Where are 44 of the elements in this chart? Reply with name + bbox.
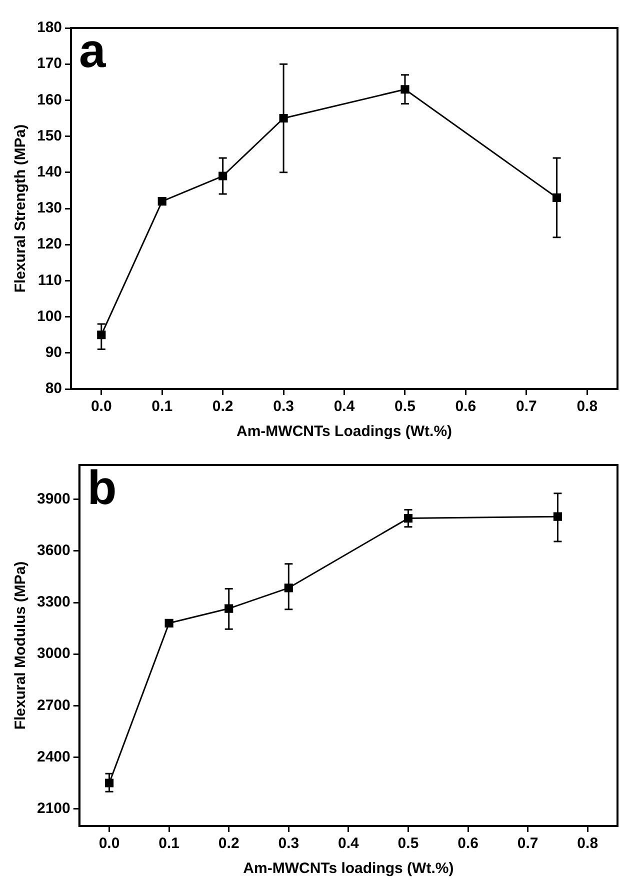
y-tick-label: 90 [45,344,62,362]
x-tick-label: 0.3 [278,835,300,852]
y-tick-label: 160 [36,91,62,108]
x-tick-label: 0.8 [577,835,598,852]
x-tick-label: 0.7 [516,398,537,416]
y-tick-label: 100 [36,308,62,325]
annotation: b [87,462,117,516]
y-tick-label: 130 [36,200,62,217]
x-tick-label: 0.4 [338,835,360,852]
x-axis-title: Am-MWCNTs loadings (Wt.%) [243,860,454,878]
y-axis-title: Flexural Modulus (MPa) [12,561,30,730]
y-tick-label: 3300 [36,594,70,611]
x-tick-label: 0.2 [218,835,240,852]
x-tick-label: 0.1 [158,835,180,852]
x-tick-label: 0.6 [458,835,478,852]
y-tick-label: 110 [38,272,62,289]
y-tick-label: 80 [45,380,62,398]
annotation: a [79,25,106,78]
y-tick-label: 2100 [36,800,70,817]
x-tick-label: 0.3 [273,398,294,416]
point [164,618,174,628]
y-tick-label: 3000 [36,645,70,662]
y-axis-title: Flexural Strength (MPa) [12,124,30,293]
x-tick-label: 0.0 [90,398,112,416]
x-tick-label: 0.7 [517,835,538,852]
x-tick-label: 0.5 [398,835,419,852]
x-tick-label: 0.1 [152,398,173,416]
y-tick-label: 3600 [36,542,70,560]
x-tick-label: 0.0 [98,835,120,852]
x-axis-title: Am-MWCNTs Loadings (Wt.%) [236,423,452,440]
point [158,196,166,206]
y-tick-label: 170 [36,55,62,72]
y-tick-label: 2700 [36,696,70,714]
y-tick-label: 140 [36,164,62,181]
y-tick-label: 2400 [36,748,70,766]
x-tick-label: 0.4 [334,398,356,416]
x-tick-label: 0.5 [394,398,416,416]
y-tick-label: 180 [36,19,62,36]
x-tick-label: 0.8 [576,398,598,416]
y-tick-label: 150 [36,127,62,144]
x-tick-label: 0.2 [212,398,234,416]
y-tick-label: 3900 [36,490,70,508]
x-tick-label: 0.6 [455,398,476,416]
y-tick-label: 120 [36,236,62,253]
